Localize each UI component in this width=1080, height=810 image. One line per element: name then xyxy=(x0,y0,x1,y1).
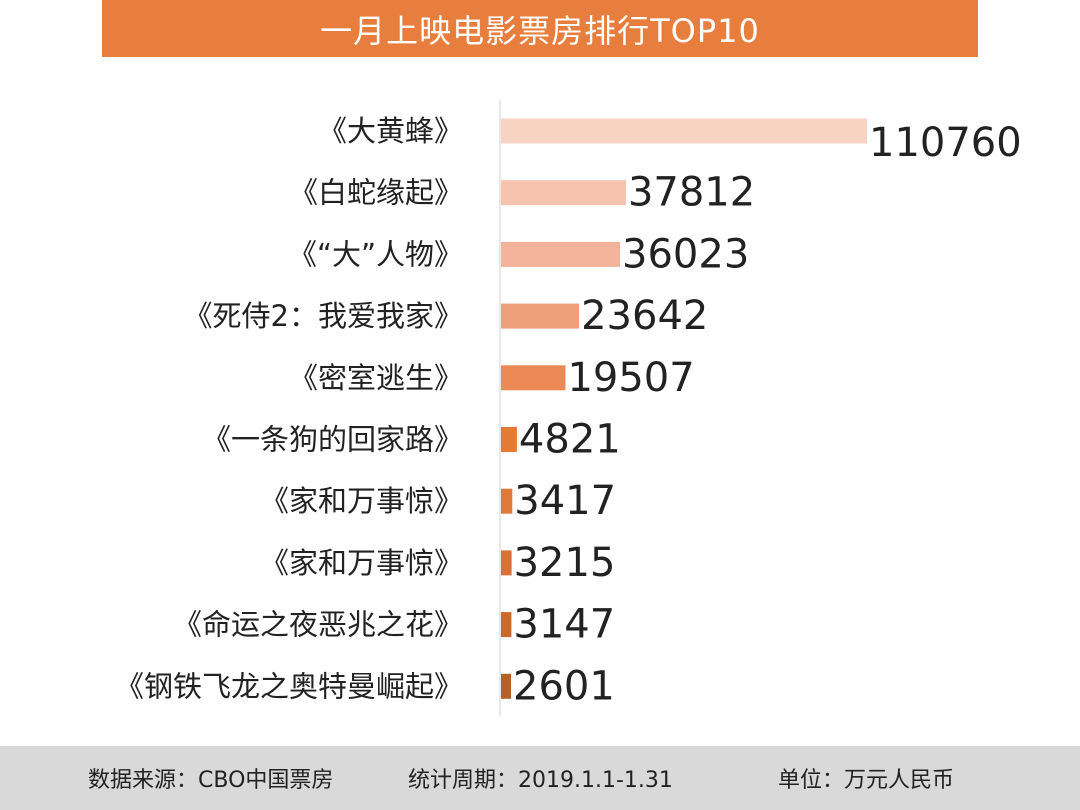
category-label: 《“大”人物》 xyxy=(288,237,463,271)
bar xyxy=(501,673,511,699)
data-source-note: 数据来源：CBO中国票房 xyxy=(88,768,334,793)
unit-note: 单位：万元人民币 xyxy=(778,768,955,793)
category-label: 《钢铁飞龙之奥特曼崛起》 xyxy=(115,669,463,703)
category-label: 《一条狗的回家路》 xyxy=(202,423,463,457)
category-label: 《家和万事惊》 xyxy=(260,484,463,518)
category-label: 《密室逃生》 xyxy=(289,361,463,395)
period-note: 统计周期：2019.1.1-1.31 xyxy=(408,768,673,793)
category-label: 《家和万事惊》 xyxy=(260,546,463,580)
data-label: 3215 xyxy=(514,540,616,586)
bar-chart: 《大黄蜂》 110760 《白蛇缘起》 37812 《“大”人物》 36023 《死侍2：我… xyxy=(115,100,1022,716)
bar xyxy=(501,427,517,452)
footer-bar: 数据来源：CBO中国票房 统计周期：2019.1.1-1.31 单位：万元人民币 xyxy=(0,746,1080,810)
category-label: 《命运之夜恶兆之花》 xyxy=(173,608,463,642)
category-label: 《白蛇缘起》 xyxy=(289,176,463,210)
data-label: 37812 xyxy=(628,170,755,216)
bar xyxy=(501,118,867,144)
data-label: 4821 xyxy=(519,417,621,463)
bar xyxy=(501,180,626,206)
bar xyxy=(501,303,580,329)
bar xyxy=(501,365,566,391)
bar xyxy=(501,488,513,514)
chart-title: 一月上映电影票房排行TOP10 xyxy=(102,0,978,57)
data-label: 3147 xyxy=(513,602,615,648)
bar xyxy=(501,612,512,638)
data-label: 2601 xyxy=(513,663,615,709)
data-label: 36023 xyxy=(622,231,749,277)
category-label: 《死侍2：我爱我家》 xyxy=(184,299,463,333)
data-label: 110760 xyxy=(869,120,1022,166)
category-label: 《大黄蜂》 xyxy=(318,114,463,148)
data-label: 3417 xyxy=(514,478,616,524)
bar xyxy=(501,241,621,267)
data-label: 19507 xyxy=(567,355,694,401)
data-label: 23642 xyxy=(581,293,708,339)
bar xyxy=(501,550,512,576)
